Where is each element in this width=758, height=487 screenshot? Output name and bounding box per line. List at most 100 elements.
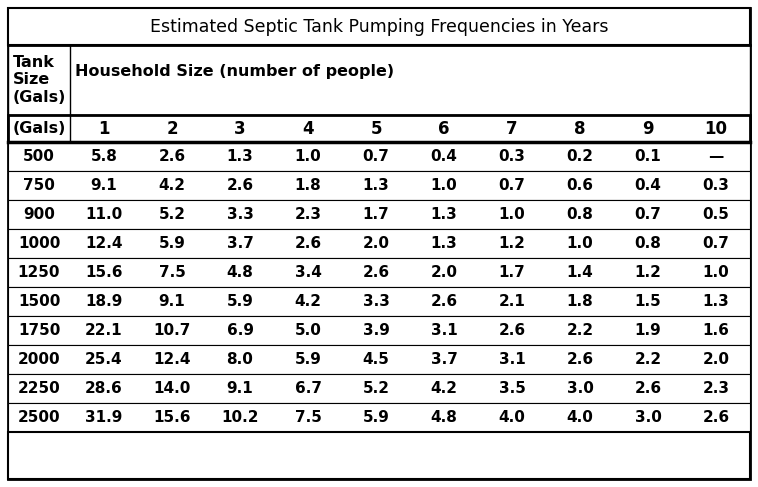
Text: 0.7: 0.7 [362, 149, 390, 164]
Bar [8, 115, 750, 142]
Bar [8, 171, 750, 200]
Text: 5.0: 5.0 [295, 323, 321, 338]
Text: 1.8: 1.8 [567, 294, 594, 309]
Text: 28.6: 28.6 [85, 381, 123, 396]
Text: 0.3: 0.3 [703, 178, 729, 193]
Bar [8, 287, 750, 316]
Text: 0.7: 0.7 [703, 236, 729, 251]
Text: 5.2: 5.2 [158, 207, 186, 222]
Text: 3.3: 3.3 [362, 294, 390, 309]
Text: 1000: 1000 [17, 236, 60, 251]
Text: 3.7: 3.7 [431, 352, 457, 367]
Bar [8, 229, 750, 258]
Text: 22.1: 22.1 [85, 323, 123, 338]
Text: 2.0: 2.0 [362, 236, 390, 251]
Text: 2.0: 2.0 [703, 352, 729, 367]
Text: 7: 7 [506, 119, 518, 137]
Text: 18.9: 18.9 [86, 294, 123, 309]
Text: 2.2: 2.2 [566, 323, 594, 338]
Text: 6: 6 [438, 119, 449, 137]
Text: 3.4: 3.4 [295, 265, 321, 280]
Text: 3.9: 3.9 [362, 323, 390, 338]
Text: 6.9: 6.9 [227, 323, 253, 338]
Text: 4.2: 4.2 [295, 294, 321, 309]
Text: 15.6: 15.6 [153, 410, 191, 425]
Text: 1.0: 1.0 [295, 149, 321, 164]
Text: 31.9: 31.9 [86, 410, 123, 425]
Text: 0.6: 0.6 [566, 178, 594, 193]
Text: 4.0: 4.0 [499, 410, 525, 425]
Text: 3.0: 3.0 [634, 410, 662, 425]
Text: 4.8: 4.8 [227, 265, 253, 280]
Text: 4.5: 4.5 [362, 352, 390, 367]
Bar [8, 432, 750, 479]
Text: 2250: 2250 [17, 381, 61, 396]
Text: 1.8: 1.8 [295, 178, 321, 193]
Text: 5.9: 5.9 [295, 352, 321, 367]
Text: 2.2: 2.2 [634, 352, 662, 367]
Text: 1500: 1500 [17, 294, 60, 309]
Text: 6.7: 6.7 [295, 381, 321, 396]
Text: 0.7: 0.7 [634, 207, 662, 222]
Text: 1.3: 1.3 [227, 149, 253, 164]
Text: 0.4: 0.4 [431, 149, 457, 164]
Text: 900: 900 [23, 207, 55, 222]
Text: 5.9: 5.9 [227, 294, 253, 309]
Text: 2.6: 2.6 [566, 352, 594, 367]
Text: 0.8: 0.8 [566, 207, 594, 222]
Text: 4: 4 [302, 119, 314, 137]
Text: 5.2: 5.2 [362, 381, 390, 396]
Text: 4.2: 4.2 [158, 178, 186, 193]
Bar [8, 258, 750, 287]
Bar [8, 316, 750, 345]
Text: 1.0: 1.0 [499, 207, 525, 222]
Text: 5.9: 5.9 [362, 410, 390, 425]
Text: 2.1: 2.1 [499, 294, 525, 309]
Text: 1.0: 1.0 [431, 178, 457, 193]
Text: 0.5: 0.5 [703, 207, 729, 222]
Text: 0.3: 0.3 [499, 149, 525, 164]
Text: 8: 8 [575, 119, 586, 137]
Text: 3.1: 3.1 [431, 323, 457, 338]
Text: 2.6: 2.6 [158, 149, 186, 164]
Text: 1.2: 1.2 [499, 236, 525, 251]
Text: 7.5: 7.5 [158, 265, 186, 280]
Text: 5.8: 5.8 [90, 149, 117, 164]
Text: Tank
Size
(Gals): Tank Size (Gals) [13, 55, 67, 105]
Text: 1.3: 1.3 [431, 236, 457, 251]
Text: 0.8: 0.8 [634, 236, 662, 251]
Text: 2.3: 2.3 [295, 207, 321, 222]
Text: 2.6: 2.6 [499, 323, 525, 338]
Text: 9.1: 9.1 [158, 294, 186, 309]
Text: 1.2: 1.2 [634, 265, 662, 280]
Text: 500: 500 [23, 149, 55, 164]
Text: 1750: 1750 [17, 323, 60, 338]
Text: 2: 2 [166, 119, 178, 137]
Text: 11.0: 11.0 [86, 207, 123, 222]
Text: 0.7: 0.7 [499, 178, 525, 193]
Text: 2.0: 2.0 [431, 265, 458, 280]
Text: 750: 750 [23, 178, 55, 193]
Text: 9: 9 [642, 119, 654, 137]
Text: 2000: 2000 [17, 352, 61, 367]
Text: 2500: 2500 [17, 410, 61, 425]
Text: —: — [708, 149, 724, 164]
Text: 9.1: 9.1 [91, 178, 117, 193]
Bar [8, 403, 750, 432]
Text: 0.4: 0.4 [634, 178, 662, 193]
Text: 5: 5 [370, 119, 382, 137]
Bar [8, 142, 750, 171]
Text: 1.0: 1.0 [703, 265, 729, 280]
Bar [8, 200, 750, 229]
Text: 3.1: 3.1 [499, 352, 525, 367]
Text: 15.6: 15.6 [85, 265, 123, 280]
Text: 9.1: 9.1 [227, 381, 253, 396]
Text: 10: 10 [704, 119, 728, 137]
Text: 5.9: 5.9 [158, 236, 186, 251]
Text: 1.3: 1.3 [431, 207, 457, 222]
Bar [8, 345, 750, 374]
Text: 1.3: 1.3 [362, 178, 390, 193]
Text: 4.0: 4.0 [566, 410, 594, 425]
Text: 0.2: 0.2 [566, 149, 594, 164]
Text: 2.6: 2.6 [362, 265, 390, 280]
